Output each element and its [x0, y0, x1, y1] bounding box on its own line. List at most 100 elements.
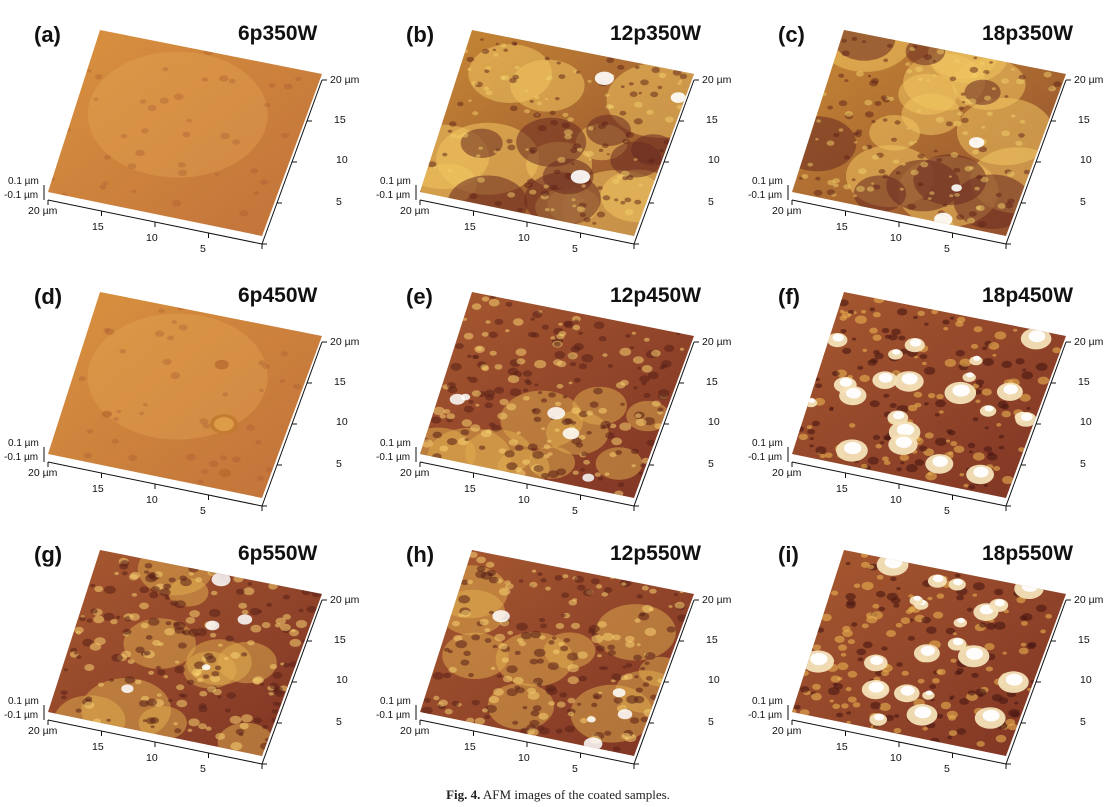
x-tick-label: 15	[464, 221, 476, 233]
panel-label: (a)	[34, 22, 61, 47]
z-axis-bottom-label: -0.1 µm	[748, 710, 783, 721]
afm-surface-render	[43, 550, 327, 769]
x-tick-label: 10	[518, 232, 530, 244]
x-tick-label: 15	[92, 221, 104, 233]
panel-title: 12p450W	[610, 284, 702, 307]
panel-title: 12p550W	[610, 542, 702, 565]
y-tick-label: 20 µm	[702, 594, 732, 606]
afm-panel: (g) 6p550W 0.1 µm -0.1 µm 20 µm 15 10 5 20 µm 15 1…	[0, 520, 372, 780]
y-tick-label: 10	[336, 154, 348, 166]
panel-label: (c)	[778, 22, 805, 47]
panel-label: (d)	[34, 284, 63, 309]
afm-surface-render	[787, 292, 1071, 511]
x-tick-label: 5	[944, 505, 950, 517]
panel-title: 12p350W	[610, 22, 702, 45]
y-tick-label: 20 µm	[1074, 336, 1104, 348]
x-tick-label: 15	[464, 741, 476, 753]
x-tick-label: 20 µm	[400, 467, 430, 479]
y-tick-label: 10	[1080, 154, 1092, 166]
y-tick-label: 5	[1080, 458, 1086, 470]
y-tick-label: 5	[336, 458, 342, 470]
panel-title: 18p350W	[982, 22, 1074, 45]
afm-panel: (i) 18p550W 0.1 µm -0.1 µm 20 µm 15 10 5 20 µm 15…	[744, 520, 1116, 780]
y-tick-label: 5	[708, 458, 714, 470]
x-tick-label: 20 µm	[400, 205, 430, 217]
y-tick-label: 10	[1080, 674, 1092, 686]
x-tick-label: 15	[464, 483, 476, 495]
x-tick-label: 5	[200, 243, 206, 255]
x-tick-label: 10	[890, 494, 902, 506]
panel-label: (g)	[34, 542, 63, 567]
y-tick-label: 10	[336, 674, 348, 686]
y-tick-label: 20 µm	[330, 74, 360, 86]
z-axis-bottom-label: -0.1 µm	[4, 190, 39, 201]
axes	[787, 599, 1071, 769]
z-axis-bottom-label: -0.1 µm	[376, 710, 411, 721]
panel-title: 18p550W	[982, 542, 1074, 565]
axes	[787, 79, 1071, 249]
x-tick-label: 20 µm	[28, 467, 58, 479]
caption-text: AFM images of the coated samples.	[482, 787, 670, 802]
x-tick-label: 15	[836, 221, 848, 233]
x-tick-label: 20 µm	[772, 467, 802, 479]
z-axis-bottom-label: -0.1 µm	[376, 190, 411, 201]
afm-panel: (a) 6p350W 0.1 µm -0.1 µm 20 µm 15 10 5 20 µm 15 1…	[0, 0, 372, 260]
y-tick-label: 20 µm	[1074, 74, 1104, 86]
z-axis-top-label: 0.1 µm	[8, 438, 39, 449]
z-axis-top-label: 0.1 µm	[8, 696, 39, 707]
y-tick-label: 5	[1080, 716, 1086, 728]
z-axis-top-label: 0.1 µm	[752, 438, 783, 449]
y-tick-label: 15	[334, 114, 346, 126]
y-tick-label: 20 µm	[330, 594, 360, 606]
z-axis-bottom-label: -0.1 µm	[376, 452, 411, 463]
y-tick-label: 20 µm	[330, 336, 360, 348]
y-tick-label: 5	[708, 196, 714, 208]
axes	[43, 341, 327, 511]
afm-surface-render	[43, 30, 327, 249]
x-tick-label: 20 µm	[28, 205, 58, 217]
z-axis-top-label: 0.1 µm	[8, 176, 39, 187]
afm-panel: (b) 12p350W 0.1 µm -0.1 µm 20 µm 15 10 5 20 µm 15…	[372, 0, 744, 260]
y-tick-label: 5	[708, 716, 714, 728]
afm-surface-render	[415, 550, 699, 769]
y-tick-label: 20 µm	[1074, 594, 1104, 606]
x-tick-label: 10	[890, 752, 902, 764]
y-tick-label: 5	[336, 716, 342, 728]
x-tick-label: 10	[146, 752, 158, 764]
x-tick-label: 5	[572, 243, 578, 255]
z-axis-bottom-label: -0.1 µm	[748, 452, 783, 463]
x-tick-label: 15	[92, 483, 104, 495]
z-axis-top-label: 0.1 µm	[380, 438, 411, 449]
axes	[415, 79, 699, 249]
surface-texture	[421, 551, 688, 752]
x-tick-label: 5	[944, 243, 950, 255]
x-tick-label: 10	[518, 494, 530, 506]
z-axis-bottom-label: -0.1 µm	[4, 710, 39, 721]
y-tick-label: 20 µm	[702, 74, 732, 86]
z-axis-top-label: 0.1 µm	[752, 176, 783, 187]
panel-title: 6p550W	[238, 542, 318, 565]
afm-figure: (a) 6p350W 0.1 µm -0.1 µm 20 µm 15 10 5 20 µm 15 1…	[0, 0, 1116, 780]
x-tick-label: 15	[92, 741, 104, 753]
figure-caption: Fig. 4. AFM images of the coated samples…	[0, 787, 1116, 803]
y-tick-label: 10	[336, 416, 348, 428]
panel-title: 18p450W	[982, 284, 1074, 307]
panel-label: (b)	[406, 22, 435, 47]
panel-title: 6p450W	[238, 284, 318, 307]
y-tick-label: 10	[708, 154, 720, 166]
afm-surface-render	[787, 30, 1071, 249]
x-tick-label: 5	[200, 505, 206, 517]
panel-label: (i)	[778, 542, 799, 567]
y-tick-label: 15	[334, 376, 346, 388]
afm-panel: (f) 18p450W 0.1 µm -0.1 µm 20 µm 15 10 5 20 µm 15…	[744, 262, 1116, 522]
x-tick-label: 10	[890, 232, 902, 244]
y-tick-label: 5	[336, 196, 342, 208]
afm-surface-render	[787, 550, 1071, 769]
panel-title: 6p350W	[238, 22, 318, 45]
y-tick-label: 5	[1080, 196, 1086, 208]
z-axis-top-label: 0.1 µm	[380, 176, 411, 187]
x-tick-label: 15	[836, 741, 848, 753]
surface-plane	[48, 30, 322, 236]
x-tick-label: 5	[944, 763, 950, 775]
surface-texture	[796, 295, 1061, 490]
